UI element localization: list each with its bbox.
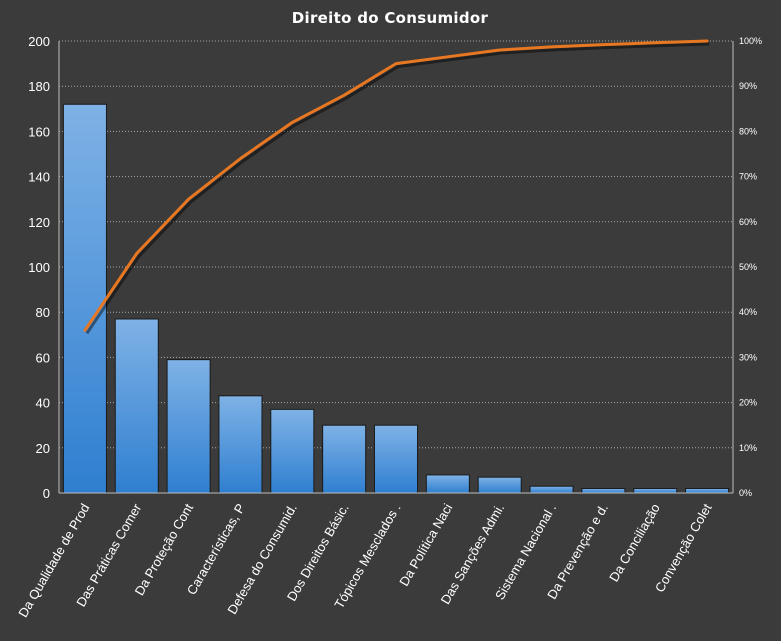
y-tick-label: 200	[28, 34, 50, 49]
y2-tick-label: 40%	[739, 307, 757, 317]
bar	[218, 395, 263, 494]
bar	[373, 424, 419, 494]
y-tick-label: 180	[28, 79, 50, 94]
grid-lines	[59, 40, 733, 449]
bar	[581, 487, 626, 494]
bar	[166, 359, 211, 494]
y-axis-ticks: 0 20 40 60 80 100 120 140 160 180 200	[28, 34, 50, 501]
bar	[62, 103, 107, 494]
y-tick-label: 60	[36, 350, 50, 365]
chart-title: Direito do Consumidor	[292, 9, 489, 27]
x-tick-label: Da Conciliação	[606, 501, 663, 584]
y-tick-label: 0	[43, 486, 50, 501]
y2-tick-label: 30%	[739, 352, 757, 362]
y2-tick-label: 70%	[739, 172, 757, 182]
y2-tick-label: 80%	[739, 126, 757, 136]
y2-tick-label: 0%	[739, 488, 752, 498]
bar-series	[62, 103, 730, 494]
y2-tick-label: 90%	[739, 81, 757, 91]
x-tick-label: Características, P	[184, 501, 248, 597]
x-tick-label: Da Política Naci	[396, 501, 455, 589]
y-tick-label: 120	[28, 215, 50, 230]
cumulative-line-series	[83, 39, 710, 335]
bar	[633, 487, 678, 494]
y-tick-label: 140	[28, 170, 50, 185]
y-tick-label: 40	[36, 396, 50, 411]
bar	[322, 424, 367, 494]
y2-tick-label: 100%	[739, 36, 762, 46]
y-tick-label: 100	[28, 260, 50, 275]
cumulative-line	[83, 39, 709, 332]
bar	[477, 476, 522, 494]
y2-tick-label: 50%	[739, 262, 757, 272]
y2-tick-label: 60%	[739, 217, 757, 227]
y2-axis-ticks: 0% 10% 20% 30% 40% 50% 60% 70% 80% 90% 100%	[739, 36, 762, 498]
axes	[58, 41, 734, 494]
bar	[529, 485, 574, 494]
bar	[425, 474, 470, 494]
y2-tick-label: 10%	[739, 443, 757, 453]
y-tick-label: 160	[28, 124, 50, 139]
y-tick-label: 20	[36, 441, 50, 456]
cumulative-line-shadow	[85, 42, 710, 335]
bar	[270, 408, 315, 494]
y-tick-label: 80	[36, 305, 50, 320]
y2-tick-label: 20%	[739, 398, 757, 408]
x-tick-label: Convenção Colet	[652, 501, 715, 595]
bar	[685, 487, 730, 494]
bar	[114, 318, 159, 494]
